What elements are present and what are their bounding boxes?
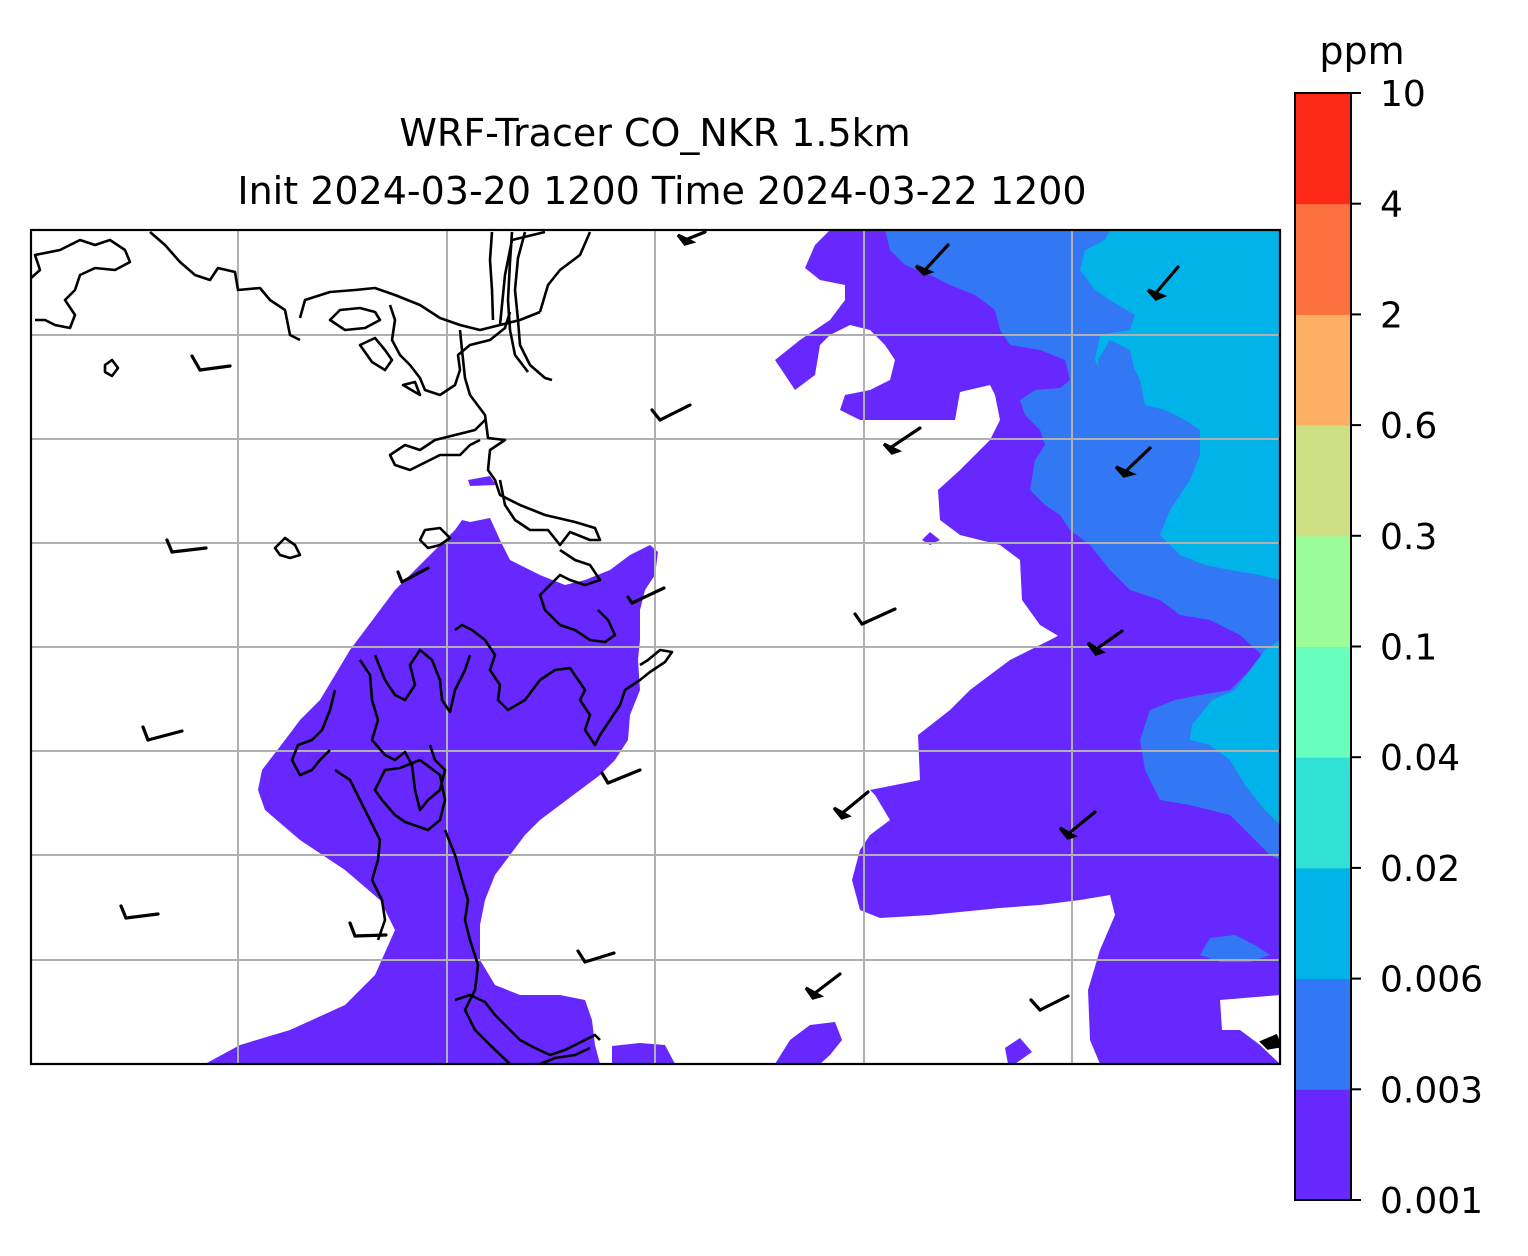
wind-barb: [1114, 446, 1152, 478]
wind-barb: [676, 230, 707, 246]
wind-barb: [576, 949, 616, 964]
plot-title-line2: Init 2024-03-20 1200 Time 2024-03-22 120…: [237, 169, 1086, 213]
colorbar-swatch: [1295, 1089, 1351, 1201]
wind-barb: [804, 972, 842, 1000]
wind-barb: [119, 904, 160, 920]
wind-barb: [396, 566, 430, 584]
wind-barb: [914, 243, 950, 276]
colorbar-swatch: [1295, 535, 1351, 647]
wind-barb: [882, 426, 922, 455]
plot-title-line1: WRF-Tracer CO_NKR 1.5km: [399, 111, 910, 155]
colorbar-swatch: [1295, 93, 1351, 205]
concentration-fill-patch-3: [612, 1043, 675, 1064]
wind-barb: [1259, 1033, 1280, 1050]
colorbar-tick-label: 4: [1380, 185, 1403, 226]
concentration-fill-patch-5: [468, 476, 496, 486]
wind-barb: [650, 403, 692, 422]
colorbar-tick-label: 0.001: [1380, 1181, 1483, 1222]
wind-barb: [1058, 810, 1097, 840]
wind-barb: [141, 725, 184, 742]
colorbar-tick-label: 0.1: [1380, 628, 1437, 669]
concentration-fill-patch: [1005, 1038, 1032, 1064]
wind-barb: [832, 790, 870, 820]
map-gridlines: [31, 230, 1280, 1064]
wind-barb: [165, 538, 208, 554]
wind-barb: [190, 354, 232, 372]
colorbar-swatch: [1295, 757, 1351, 869]
colorbar-swatch: [1295, 425, 1351, 537]
colorbar-tick-label: 0.3: [1380, 517, 1437, 558]
map-frame: [29, 228, 1282, 1066]
wind-barb: [1029, 994, 1070, 1012]
colorbar-swatch: [1295, 314, 1351, 426]
colorbar-tick-label: 2: [1380, 295, 1403, 336]
colorbar: ppm 0.001 0.003 0.006 0.02 0.04 0.1 0.3 0.6 2 4 10: [1294, 29, 1483, 1222]
wind-barb: [1146, 265, 1180, 301]
colorbar-unit-label: ppm: [1319, 29, 1404, 73]
colorbar-ticks: 0.001 0.003 0.006 0.02 0.04 0.1 0.3 0.6 2 4 10: [1351, 74, 1483, 1222]
colorbar-swatch: [1295, 867, 1351, 980]
coastlines: [31, 230, 674, 1064]
colorbar-swatch: [1295, 646, 1351, 758]
colorbar-swatch: [1295, 978, 1351, 1090]
colorbar-tick-label: 0.04: [1380, 738, 1460, 779]
wind-barb: [1086, 629, 1124, 656]
wind-barb: [600, 768, 642, 785]
wind-barb: [348, 921, 388, 938]
map-panel: [31, 230, 1280, 1064]
concentration-fill-west: [205, 518, 658, 1064]
colorbar-tick-label: 0.02: [1380, 849, 1460, 890]
concentration-fill-level3: [1080, 230, 1280, 825]
wind-barbs: [119, 230, 1280, 1050]
colorbar-tick-label: 0.003: [1380, 1070, 1483, 1111]
colorbar-tick-label: 0.006: [1380, 960, 1483, 1001]
concentration-fill-level2-sw: [1200, 935, 1270, 962]
colorbar-swatches: [1295, 93, 1351, 1201]
concentration-fill-patch-4: [922, 532, 940, 545]
colorbar-tick-label: 10: [1380, 74, 1426, 115]
wind-barb: [853, 607, 897, 626]
colorbar-swatch: [1295, 203, 1351, 315]
concentration-fill-patch-2: [775, 1022, 842, 1064]
wind-barb: [626, 586, 666, 605]
concentration-fill-level3-notch: [1098, 340, 1140, 400]
colorbar-tick-label: 0.6: [1380, 406, 1437, 447]
